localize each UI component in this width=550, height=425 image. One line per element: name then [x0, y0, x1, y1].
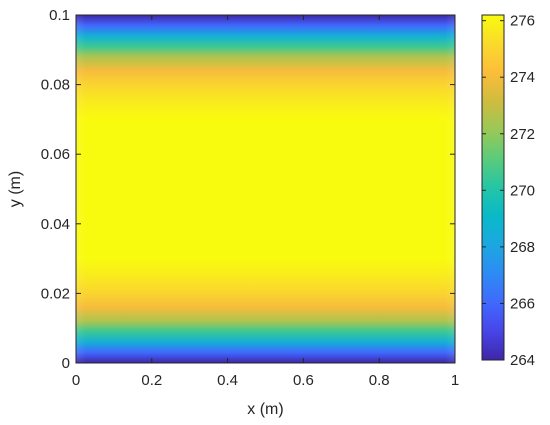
y-axis-ticks: 0 0.02 0.04 0.06 0.08 0.1: [41, 7, 455, 372]
colorbar-tick-label: 270: [510, 182, 535, 199]
heatmap-edge-left: [76, 15, 86, 363]
x-tick-label: 0.8: [369, 372, 390, 389]
heatmap-edge-right: [445, 15, 455, 363]
colorbar-tick-label: 268: [510, 239, 535, 256]
colorbar-tick-label: 264: [510, 352, 535, 369]
x-axis-ticks: 0 0.2 0.4 0.6 0.8 1: [72, 15, 459, 389]
colorbar-tick-label: 272: [510, 126, 535, 143]
y-axis-label: y (m): [7, 171, 24, 207]
y-tick-label: 0.06: [41, 146, 70, 163]
x-axis-label: x (m): [247, 401, 283, 418]
x-tick-label: 0.6: [293, 372, 314, 389]
y-tick-label: 0: [62, 355, 70, 372]
y-tick-label: 0.02: [41, 285, 70, 302]
colorbar-ticks: 264 266 268 270 272 274 276: [482, 13, 535, 369]
plot-frame: [75, 14, 456, 364]
x-tick-label: 0: [72, 372, 80, 389]
x-tick-label: 0.2: [141, 372, 162, 389]
colorbar-gradient: [482, 15, 504, 360]
colorbar-tick-label: 276: [510, 13, 535, 30]
y-tick-label: 0.04: [41, 216, 70, 233]
heatmap-field: [76, 15, 455, 363]
colorbar-frame: [481, 14, 505, 361]
x-tick-label: 0.4: [217, 372, 238, 389]
x-tick-label: 1: [451, 372, 459, 389]
colorbar: 264 266 268 270 272 274 276: [481, 13, 535, 369]
plot-area: [75, 14, 456, 364]
colorbar-tick-label: 266: [510, 295, 535, 312]
y-tick-label: 0.1: [49, 7, 70, 24]
colorbar-tick-label: 274: [510, 69, 535, 86]
y-tick-label: 0.08: [41, 77, 70, 94]
